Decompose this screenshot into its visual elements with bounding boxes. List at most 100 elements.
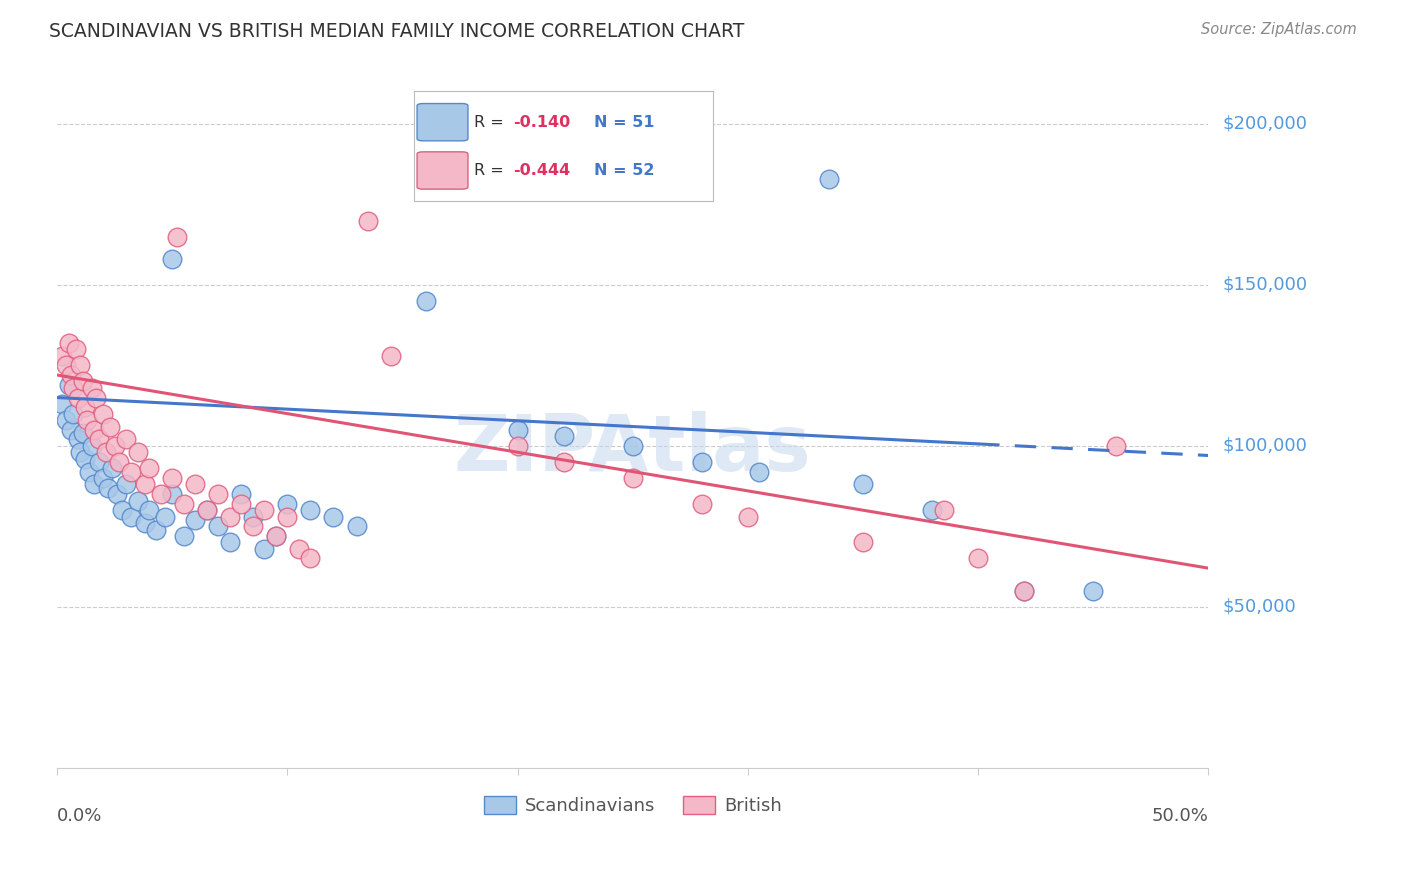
Point xyxy=(264,529,287,543)
Point xyxy=(97,481,120,495)
Point xyxy=(553,455,575,469)
Text: $100,000: $100,000 xyxy=(1222,437,1308,455)
Point xyxy=(218,509,240,524)
Text: Source: ZipAtlas.com: Source: ZipAtlas.com xyxy=(1201,22,1357,37)
Point xyxy=(621,471,644,485)
Point xyxy=(59,368,82,382)
Point xyxy=(218,535,240,549)
Point xyxy=(73,401,96,415)
Point xyxy=(87,433,110,447)
Point xyxy=(195,503,218,517)
Point xyxy=(65,343,87,357)
Point xyxy=(149,487,172,501)
Point xyxy=(55,413,77,427)
Point xyxy=(276,497,298,511)
Point xyxy=(184,513,207,527)
Point xyxy=(322,509,344,524)
Point xyxy=(506,423,529,437)
Point xyxy=(932,503,955,517)
Point xyxy=(105,487,128,501)
Point xyxy=(69,359,91,373)
Text: $150,000: $150,000 xyxy=(1222,276,1308,293)
Point xyxy=(231,497,253,511)
Point xyxy=(299,551,322,566)
Point xyxy=(62,381,84,395)
Point xyxy=(76,413,98,427)
Point xyxy=(173,497,195,511)
Point xyxy=(66,391,89,405)
Point xyxy=(79,465,101,479)
Point xyxy=(162,471,184,485)
Point xyxy=(134,477,156,491)
Point xyxy=(276,509,298,524)
Point xyxy=(91,407,114,421)
Point xyxy=(127,493,149,508)
Point xyxy=(380,349,402,363)
Point xyxy=(80,381,103,395)
Point xyxy=(1083,583,1105,598)
Point xyxy=(817,171,839,186)
Point xyxy=(162,487,184,501)
Point xyxy=(1012,583,1035,598)
Point xyxy=(207,519,229,533)
Text: 0.0%: 0.0% xyxy=(58,806,103,824)
Point xyxy=(80,439,103,453)
Point xyxy=(87,455,110,469)
Point xyxy=(134,516,156,530)
Point xyxy=(59,423,82,437)
Point xyxy=(357,213,380,227)
Point xyxy=(111,503,134,517)
Point xyxy=(83,423,105,437)
Point xyxy=(207,487,229,501)
Legend: Scandinavians, British: Scandinavians, British xyxy=(477,789,789,822)
Point xyxy=(55,359,77,373)
Point xyxy=(195,503,218,517)
Point xyxy=(115,477,138,491)
Point xyxy=(91,471,114,485)
Point xyxy=(253,503,276,517)
Point xyxy=(86,391,108,405)
Point xyxy=(173,529,195,543)
Point xyxy=(415,293,437,308)
Point xyxy=(83,477,105,491)
Point xyxy=(288,541,311,556)
Point xyxy=(94,445,117,459)
Point xyxy=(115,433,138,447)
Text: ZIPAtlas: ZIPAtlas xyxy=(454,411,811,487)
Point xyxy=(748,465,770,479)
Point xyxy=(58,377,80,392)
Point xyxy=(127,445,149,459)
Point xyxy=(58,335,80,350)
Point xyxy=(737,509,759,524)
Point xyxy=(108,455,131,469)
Point xyxy=(184,477,207,491)
Point xyxy=(553,429,575,443)
Point xyxy=(852,535,875,549)
Point xyxy=(145,523,167,537)
Point xyxy=(73,451,96,466)
Point xyxy=(72,425,94,440)
Point xyxy=(621,439,644,453)
Point xyxy=(921,503,943,517)
Text: $50,000: $50,000 xyxy=(1222,598,1296,615)
Point xyxy=(242,519,264,533)
Point xyxy=(155,509,177,524)
Point xyxy=(299,503,322,517)
Point xyxy=(1012,583,1035,598)
Point xyxy=(51,397,73,411)
Point xyxy=(120,509,142,524)
Point xyxy=(690,497,713,511)
Point xyxy=(120,465,142,479)
Point xyxy=(690,455,713,469)
Point xyxy=(346,519,368,533)
Point xyxy=(162,252,184,267)
Point xyxy=(66,433,89,447)
Point xyxy=(138,461,160,475)
Point xyxy=(101,461,124,475)
Text: SCANDINAVIAN VS BRITISH MEDIAN FAMILY INCOME CORRELATION CHART: SCANDINAVIAN VS BRITISH MEDIAN FAMILY IN… xyxy=(49,22,745,41)
Point xyxy=(104,439,127,453)
Text: $200,000: $200,000 xyxy=(1222,115,1308,133)
Point xyxy=(98,419,121,434)
Point xyxy=(852,477,875,491)
Point xyxy=(264,529,287,543)
